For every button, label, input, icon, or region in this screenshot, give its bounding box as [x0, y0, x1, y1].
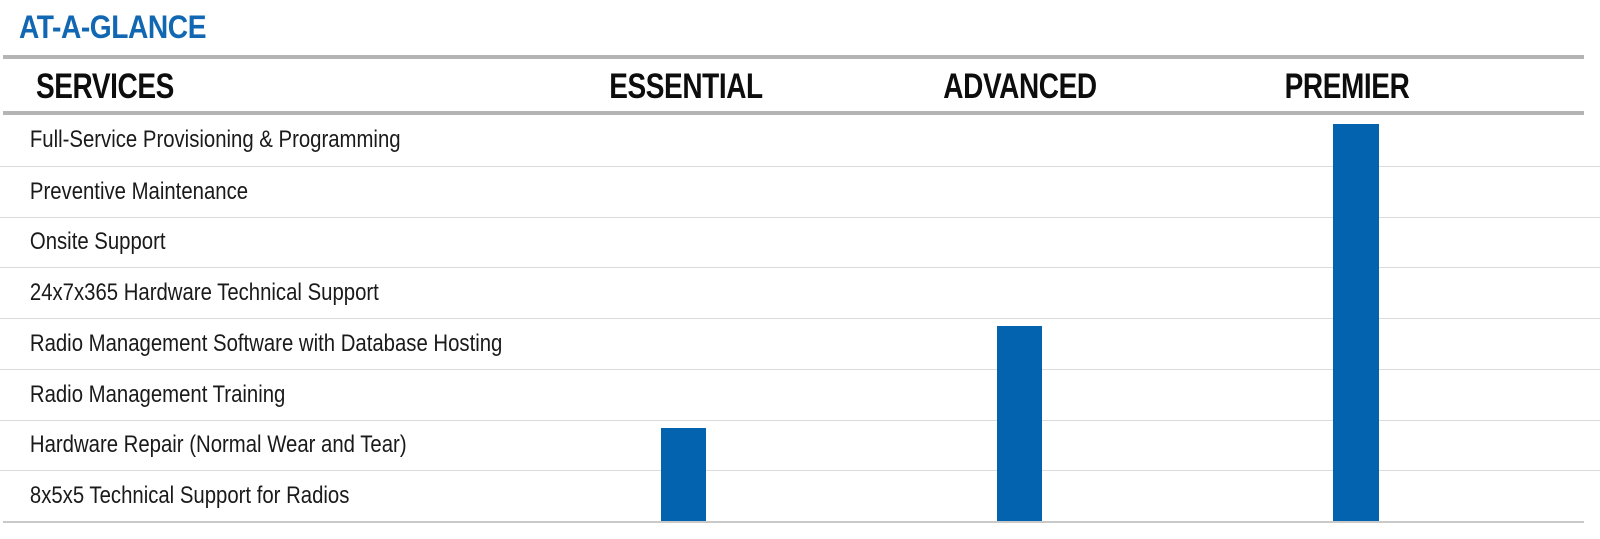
table-row: Radio Management Software with Database … — [0, 318, 1600, 369]
service-label: Radio Management Training — [29, 380, 286, 408]
table-row: 8x5x5 Technical Support for Radios — [0, 470, 1600, 521]
premier-coverage-bar — [1333, 124, 1379, 521]
service-rows: Full-Service Provisioning & Programming … — [0, 115, 1600, 521]
service-label: Hardware Repair (Normal Wear and Tear) — [29, 431, 407, 459]
service-label: 8x5x5 Technical Support for Radios — [29, 482, 350, 510]
column-header-services: SERVICES — [36, 67, 174, 106]
service-label: Radio Management Software with Database … — [29, 329, 503, 357]
page-title: AT-A-GLANCE — [19, 9, 207, 45]
column-header-advanced: ADVANCED — [943, 67, 1097, 106]
table-row: 24x7x365 Hardware Technical Support — [0, 267, 1600, 318]
advanced-coverage-bar — [997, 326, 1042, 521]
title-divider-rule — [3, 55, 1584, 59]
service-label: Preventive Maintenance — [29, 177, 249, 205]
column-header-premier: PREMIER — [1284, 67, 1410, 106]
service-label: 24x7x365 Hardware Technical Support — [29, 279, 379, 307]
bottom-rule — [3, 521, 1584, 523]
column-header-essential: ESSENTIAL — [609, 67, 763, 106]
service-label: Full-Service Provisioning & Programming — [29, 126, 401, 154]
table-row: Onsite Support — [0, 216, 1600, 268]
service-label: Onsite Support — [29, 228, 166, 256]
table-row: Full-Service Provisioning & Programming — [0, 115, 1600, 166]
table-row: Hardware Repair (Normal Wear and Tear) — [0, 419, 1600, 471]
table-row: Radio Management Training — [0, 368, 1600, 420]
header-divider-rule — [3, 111, 1584, 115]
table-row: Preventive Maintenance — [0, 165, 1600, 217]
essential-coverage-bar — [661, 428, 706, 521]
